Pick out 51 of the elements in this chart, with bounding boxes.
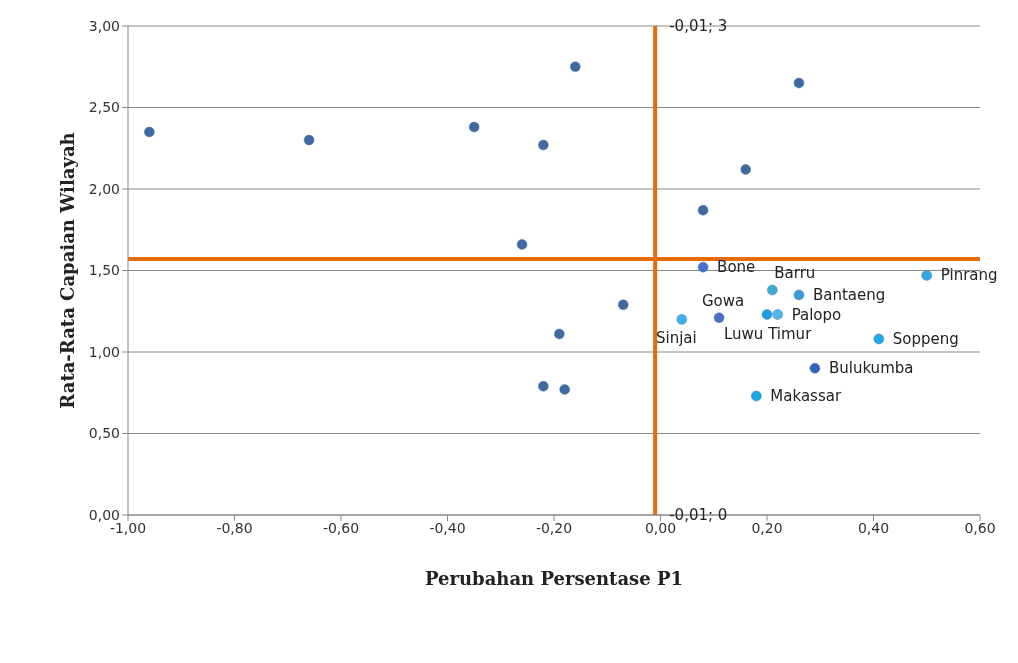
y-axis-title: Rata-Rata Capaian Wilayah xyxy=(57,132,79,409)
point xyxy=(751,390,762,402)
point xyxy=(767,284,778,296)
annotation: -0,01; 3 xyxy=(669,17,728,35)
x-tick-label: -0,40 xyxy=(429,519,466,536)
y-tick-label: 2,00 xyxy=(88,180,120,197)
point xyxy=(570,61,581,72)
point xyxy=(697,261,709,273)
point xyxy=(303,134,315,146)
x-tick-label: 0,60 xyxy=(964,519,996,536)
x-tick-label: 0,20 xyxy=(751,519,783,536)
point xyxy=(697,204,709,216)
annotation: Pinrang xyxy=(940,266,998,285)
point xyxy=(559,384,570,395)
point xyxy=(793,289,805,301)
point xyxy=(921,270,932,281)
point xyxy=(676,314,688,325)
y-tick-label: 1,50 xyxy=(88,262,120,279)
annotation: Bantaeng xyxy=(812,285,886,304)
point xyxy=(617,299,629,310)
point xyxy=(793,77,805,89)
x-tick-label: -0,20 xyxy=(535,519,573,536)
point xyxy=(713,312,725,324)
annotation: Makassar xyxy=(770,387,842,406)
x-tick-label: -0,60 xyxy=(322,519,360,536)
annotation: Soppeng xyxy=(892,329,959,348)
point xyxy=(761,309,773,320)
point xyxy=(516,239,528,250)
x-axis-title: Perubahan Persentase P1 xyxy=(425,568,683,589)
y-tick-label: 3,00 xyxy=(88,17,120,34)
annotation: Barru xyxy=(774,264,816,283)
annotation: Bone xyxy=(717,258,756,277)
annotation: Gowa xyxy=(701,291,745,310)
annotation: Palopo xyxy=(791,305,842,324)
y-tick-label: 0,50 xyxy=(88,425,120,442)
annotation: Sinjai xyxy=(656,329,697,348)
x-tick-label: -0,80 xyxy=(216,519,253,536)
point xyxy=(740,164,751,175)
point xyxy=(538,139,549,151)
x-tick-label: 0,40 xyxy=(857,519,890,536)
point xyxy=(772,309,783,320)
point xyxy=(538,380,549,392)
annotation: Luwu Timur xyxy=(724,324,813,343)
y-tick-label: 1,00 xyxy=(88,343,120,360)
point xyxy=(468,121,480,133)
point xyxy=(554,328,565,340)
point xyxy=(873,333,885,345)
y-tick-label: 2,50 xyxy=(88,99,120,116)
point xyxy=(809,363,821,374)
annotation: Bulukumba xyxy=(828,359,914,378)
point xyxy=(144,126,155,138)
